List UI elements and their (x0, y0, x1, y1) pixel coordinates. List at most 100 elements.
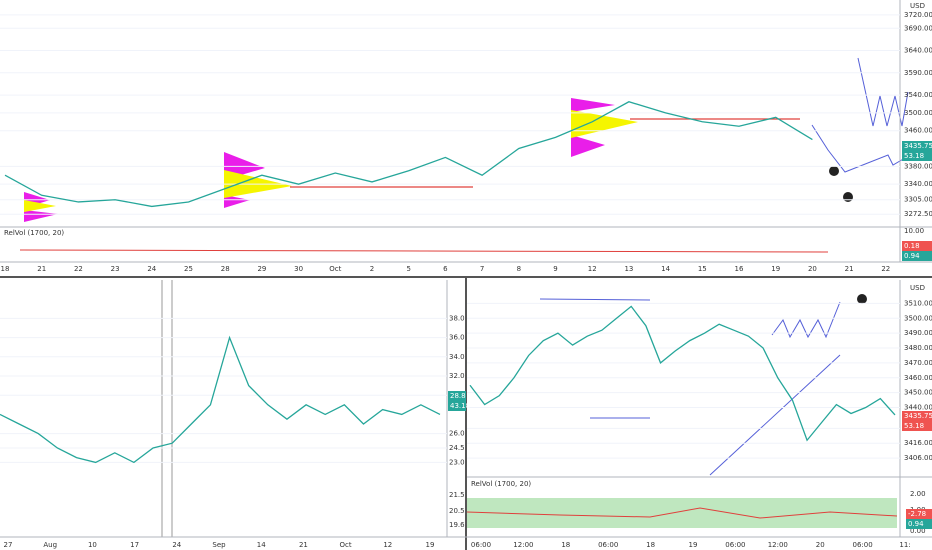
price-badge (902, 411, 932, 421)
time-tick-label: 2 (370, 265, 374, 273)
indicator-title: RelVol (1700, 20) (471, 480, 531, 488)
price-tick-label: 3305.00 (904, 196, 932, 204)
price-badge (902, 421, 932, 431)
time-tick-label: 16 (735, 265, 744, 273)
price-badge (902, 151, 932, 161)
price-badge (448, 401, 466, 411)
price-badge (906, 509, 932, 519)
time-tick-label: 27 (4, 541, 13, 549)
price-badge-label: 0.94 (904, 252, 920, 260)
time-tick-label: 22 (881, 265, 890, 273)
price-tick-label: 3416.00 (904, 439, 932, 447)
price-tick-label: 3480.00 (904, 344, 932, 352)
currency-label: USD (910, 284, 925, 292)
time-tick-label: 7 (480, 265, 484, 273)
relvol-tick-label: 19.6 (449, 521, 465, 529)
price-badge-label: 43.18 (450, 402, 470, 410)
price-tick-label: 3460.00 (904, 127, 932, 135)
price-badge (906, 519, 932, 529)
signal-icon (829, 166, 839, 176)
time-tick-label: 19 (689, 541, 698, 549)
volume-average (466, 507, 898, 519)
price-badge-label: 0.94 (908, 520, 924, 528)
time-tick-label: 06:00 (598, 541, 618, 549)
time-tick-label: 21 (299, 541, 308, 549)
volume-average (19, 249, 829, 253)
relvol-tick-label: 20.5 (449, 507, 465, 515)
price-badge-label: 0.18 (904, 242, 920, 250)
time-tick-label: 5 (406, 265, 410, 273)
time-tick-label: 21 (845, 265, 854, 273)
time-tick-label: 12 (588, 265, 597, 273)
price-tick-label: 3406.00 (904, 454, 932, 462)
time-tick-label: Oct (329, 265, 341, 273)
price-tick-label: 34.0 (449, 353, 465, 361)
price-tick-label: 3640.00 (904, 47, 932, 55)
time-tick-label: 30 (294, 265, 303, 273)
price-tick-label: 3440.00 (904, 404, 932, 412)
time-tick-label: 21 (37, 265, 46, 273)
signal-icon (857, 294, 867, 304)
time-tick-label: 20 (808, 265, 817, 273)
time-tick-label: 18 (561, 541, 570, 549)
volume-bars (467, 498, 897, 528)
time-tick-label: 15 (698, 265, 707, 273)
volume-profile (24, 200, 56, 212)
price-badge (448, 391, 466, 401)
indicator-title: RelVol (1700, 20) (4, 229, 64, 237)
time-tick-label: 29 (257, 265, 266, 273)
time-tick-label: 18 (1, 265, 10, 273)
price-tick-label: 3460.00 (904, 374, 932, 382)
price-tick-label: 3510.00 (904, 299, 932, 307)
time-tick-label: Oct (340, 541, 352, 549)
price-tick-label: 3470.00 (904, 359, 932, 367)
arrow-path (811, 124, 906, 173)
time-tick-label: 13 (624, 265, 633, 273)
price-tick-label: 38.0 (449, 314, 465, 322)
arrow-path (857, 57, 909, 127)
price-tick-label: 36.0 (449, 334, 465, 342)
time-tick-label: Aug (43, 541, 57, 549)
price-tick-label: 3690.00 (904, 24, 932, 32)
time-tick-label: 12:00 (513, 541, 533, 549)
price-line (0, 335, 441, 464)
arrow-line (539, 298, 651, 301)
time-tick-label: 12:00 (768, 541, 788, 549)
time-tick-label: 24 (172, 541, 181, 549)
currency-label: USD (910, 2, 925, 10)
time-tick-label: 06:00 (853, 541, 873, 549)
time-tick-label: 19 (771, 265, 780, 273)
relvol-tick-label: 10.00 (904, 227, 924, 235)
price-tick-label: 3340.00 (904, 180, 932, 188)
price-tick-label: 3380.00 (904, 162, 932, 170)
time-tick-label: 18 (646, 541, 655, 549)
time-tick-label: 9 (553, 265, 557, 273)
price-tick-label: 3500.00 (904, 109, 932, 117)
price-badge-label: 3435.75 (904, 142, 932, 150)
price-badge-label: 53.18 (904, 152, 924, 160)
price-badge-label: -2.78 (908, 510, 926, 518)
time-tick-label: 24 (147, 265, 156, 273)
time-tick-label: 23 (111, 265, 120, 273)
price-tick-label: 3720.00 (904, 11, 932, 19)
price-badge (902, 251, 932, 261)
price-badge-label: 28.8 (450, 392, 466, 400)
price-badge (902, 241, 932, 251)
price-tick-label: 3540.00 (904, 91, 932, 99)
time-tick-label: 10 (88, 541, 97, 549)
price-tick-label: 24.5 (449, 444, 465, 452)
time-tick-label: 14 (661, 265, 670, 273)
price-tick-label: 3590.00 (904, 69, 932, 77)
time-tick-label: 06:00 (725, 541, 745, 549)
volume-profile (571, 98, 615, 157)
time-tick-label: 12 (383, 541, 392, 549)
price-line (469, 305, 896, 442)
price-tick-label: 3272.50 (904, 210, 932, 218)
signal-icon (843, 192, 853, 202)
price-tick-label: 23.0 (449, 458, 465, 466)
time-tick-label: 6 (443, 265, 448, 273)
price-tick-label: 3500.00 (904, 314, 932, 322)
price-badge-label: 3435.75 (904, 412, 932, 420)
